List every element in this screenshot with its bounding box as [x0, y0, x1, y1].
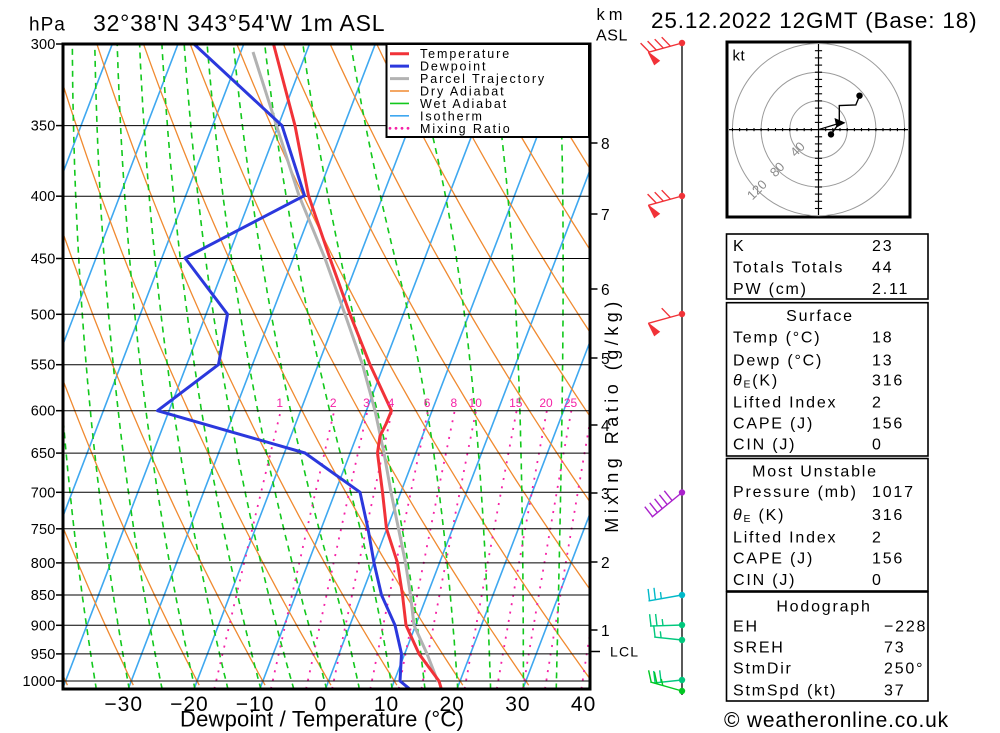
svg-text:37: 37 — [884, 683, 905, 700]
svg-text:25.12.2022 12GMT (Base: 18): 25.12.2022 12GMT (Base: 18) — [651, 8, 977, 33]
svg-text:20: 20 — [440, 693, 465, 716]
svg-text:Hodograph: Hodograph — [776, 599, 871, 616]
svg-text:900: 900 — [31, 618, 56, 634]
svg-text:ASL: ASL — [596, 28, 628, 45]
svg-text:7: 7 — [601, 207, 610, 224]
svg-text:θE (K): θE (K) — [733, 507, 785, 525]
svg-text:400: 400 — [31, 189, 56, 205]
svg-text:10: 10 — [374, 693, 399, 716]
svg-text:32°38'N 343°54'W 1m ASL: 32°38'N 343°54'W 1m ASL — [93, 10, 385, 36]
svg-text:750: 750 — [31, 522, 56, 538]
svg-text:2: 2 — [330, 396, 337, 410]
svg-text:Dewpoint: Dewpoint — [420, 60, 487, 74]
svg-text:3: 3 — [363, 396, 370, 410]
svg-text:Pressure (mb): Pressure (mb) — [733, 484, 858, 501]
svg-text:8: 8 — [601, 136, 610, 153]
svg-text:Dewpoint / Temperature (°C): Dewpoint / Temperature (°C) — [180, 707, 464, 732]
svg-text:Isotherm: Isotherm — [420, 109, 484, 123]
svg-text:Wet Adiabat: Wet Adiabat — [420, 97, 508, 111]
svg-text:1017: 1017 — [872, 484, 915, 501]
svg-text:15: 15 — [509, 396, 523, 410]
svg-text:Dewp (°C): Dewp (°C) — [733, 353, 823, 370]
svg-text:−30: −30 — [104, 693, 143, 716]
svg-text:25: 25 — [564, 396, 578, 410]
svg-text:CIN (J): CIN (J) — [733, 572, 796, 589]
svg-text:250°: 250° — [884, 661, 924, 678]
svg-text:0: 0 — [314, 693, 327, 716]
svg-text:LCL: LCL — [610, 644, 639, 660]
svg-text:6: 6 — [424, 396, 431, 410]
svg-text:23: 23 — [872, 238, 893, 255]
svg-text:θE(K): θE(K) — [733, 373, 779, 391]
svg-text:600: 600 — [31, 404, 56, 420]
svg-text:300: 300 — [31, 37, 56, 53]
svg-text:Totals Totals: Totals Totals — [733, 260, 844, 277]
svg-text:2: 2 — [601, 555, 610, 572]
svg-text:Temp (°C): Temp (°C) — [733, 330, 821, 347]
svg-text:800: 800 — [31, 556, 56, 572]
svg-text:5: 5 — [601, 351, 610, 368]
svg-text:SREH: SREH — [733, 640, 785, 657]
svg-text:1: 1 — [601, 623, 610, 640]
svg-text:18: 18 — [872, 330, 893, 347]
svg-text:CAPE (J): CAPE (J) — [733, 416, 814, 433]
svg-text:© weatheronline.co.uk: © weatheronline.co.uk — [724, 709, 949, 732]
svg-text:Most Unstable: Most Unstable — [752, 464, 878, 481]
svg-text:Lifted Index: Lifted Index — [733, 530, 837, 547]
svg-text:950: 950 — [31, 647, 56, 663]
svg-text:K: K — [733, 238, 745, 255]
svg-text:Temperature: Temperature — [420, 47, 511, 61]
svg-text:2: 2 — [872, 530, 883, 547]
svg-text:30: 30 — [505, 693, 530, 716]
svg-text:Parcel Trajectory: Parcel Trajectory — [420, 72, 546, 86]
svg-text:hPa: hPa — [29, 15, 66, 36]
svg-text:650: 650 — [31, 446, 56, 462]
svg-text:73: 73 — [884, 640, 905, 657]
svg-text:0: 0 — [872, 572, 883, 589]
svg-text:2.11: 2.11 — [872, 281, 909, 298]
svg-text:km: km — [597, 6, 627, 24]
svg-text:0: 0 — [872, 437, 883, 454]
svg-text:CIN (J): CIN (J) — [733, 437, 796, 454]
svg-text:−10: −10 — [236, 693, 275, 716]
svg-text:700: 700 — [31, 485, 56, 501]
svg-text:156: 156 — [872, 416, 904, 433]
svg-text:8: 8 — [450, 396, 457, 410]
svg-text:450: 450 — [31, 252, 56, 268]
svg-text:20: 20 — [539, 396, 553, 410]
svg-text:−20: −20 — [170, 693, 209, 716]
svg-text:316: 316 — [872, 373, 904, 390]
svg-text:Surface: Surface — [786, 308, 854, 325]
svg-text:kt: kt — [733, 48, 746, 65]
svg-text:6: 6 — [601, 282, 610, 299]
svg-text:850: 850 — [31, 588, 56, 604]
svg-text:−228: −228 — [884, 619, 927, 636]
svg-text:10: 10 — [469, 396, 483, 410]
svg-text:EH: EH — [733, 619, 759, 636]
svg-text:500: 500 — [31, 307, 56, 323]
svg-text:350: 350 — [31, 119, 56, 135]
svg-text:44: 44 — [872, 260, 893, 277]
svg-text:Lifted Index: Lifted Index — [733, 395, 837, 412]
svg-text:Mixing Ratio (g/kg): Mixing Ratio (g/kg) — [602, 297, 622, 533]
svg-text:4: 4 — [388, 396, 395, 410]
svg-text:2: 2 — [872, 395, 883, 412]
svg-text:1: 1 — [276, 396, 283, 410]
svg-text:4: 4 — [601, 418, 610, 435]
svg-text:PW (cm): PW (cm) — [733, 281, 808, 298]
svg-text:Mixing Ratio: Mixing Ratio — [420, 122, 512, 136]
svg-text:40: 40 — [571, 693, 596, 716]
svg-text:Dry Adiabat: Dry Adiabat — [420, 85, 506, 99]
svg-text:1000: 1000 — [22, 674, 55, 690]
svg-text:StmSpd (kt): StmSpd (kt) — [733, 683, 837, 700]
svg-text:13: 13 — [872, 353, 893, 370]
svg-text:156: 156 — [872, 551, 904, 568]
svg-text:CAPE (J): CAPE (J) — [733, 551, 814, 568]
svg-text:StmDir: StmDir — [733, 661, 793, 678]
svg-text:550: 550 — [31, 358, 56, 374]
svg-text:3: 3 — [601, 486, 610, 503]
svg-text:316: 316 — [872, 507, 904, 524]
